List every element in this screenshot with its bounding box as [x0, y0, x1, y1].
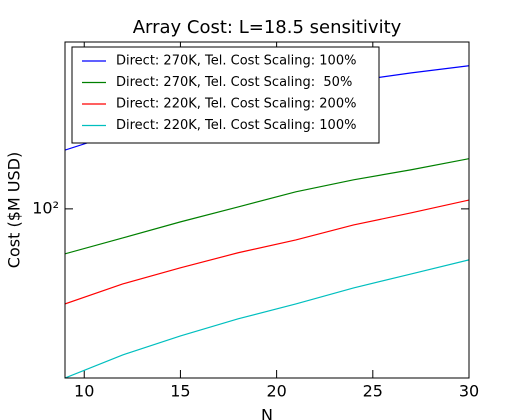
plot-frame [64, 41, 470, 379]
series-line [65, 259, 469, 378]
series-line [65, 199, 469, 305]
legend-label: Direct: 220K, Tel. Cost Scaling: 200% [116, 97, 356, 112]
series-line [65, 158, 469, 255]
x-tick-label: 30 [459, 382, 479, 401]
y-axis-label: Cost ($M USD) [5, 152, 24, 268]
legend-label: Direct: 270K, Tel. Cost Scaling: 100% [116, 54, 356, 69]
legend-label: Direct: 270K, Tel. Cost Scaling: 50% [116, 75, 352, 90]
x-tick-label: 20 [266, 382, 286, 401]
y-tick-label: 10² [32, 198, 59, 217]
x-tick-label: 25 [363, 382, 383, 401]
x-tick-label: 15 [170, 382, 190, 401]
x-axis-label: N [261, 406, 273, 420]
chart-title: Array Cost: L=18.5 sensitivity [133, 17, 402, 38]
legend-box [71, 46, 380, 144]
legend-label: Direct: 220K, Tel. Cost Scaling: 100% [116, 118, 356, 133]
x-tick-label: 10 [74, 382, 94, 401]
